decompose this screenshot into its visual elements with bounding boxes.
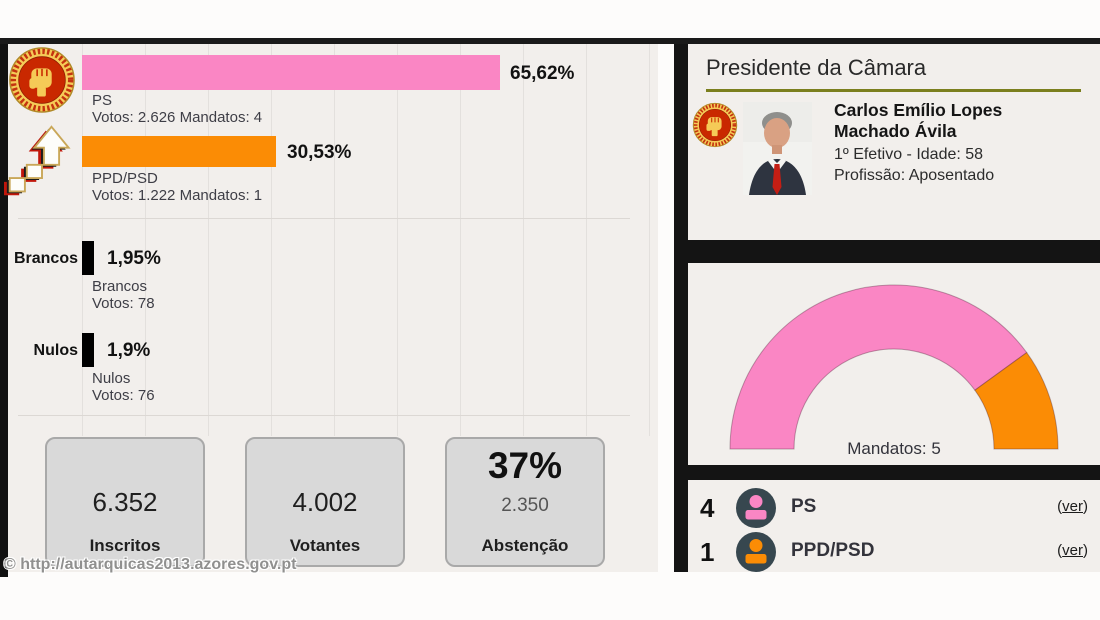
ps-person-icon [736,488,776,533]
bar-brancos [82,241,94,275]
ps-party-label: PS [791,496,817,517]
mandates-row-psd: 1 PPD/PSD (ver) [688,532,1100,572]
abstencao-count: 2.350 [501,495,549,516]
ps-seats-count: 4 [700,493,715,523]
psd-seats-count: 1 [700,537,715,567]
inscritos-value: 6.352 [92,487,158,517]
candidate-photo [743,102,812,200]
mandates-list: 4 PS (ver) 1 [688,480,1100,572]
president-card: Presidente da Câmara [688,44,1100,240]
abstencao-percent: 37% [487,445,563,486]
candidate-position-age: 1º Efetivo - Idade: 58 [834,146,984,163]
bar-nulos-percent: 1,9% [107,340,151,361]
psd-ver-link[interactable]: (ver) [1057,542,1088,559]
left-frame-bar [0,44,8,577]
bar-brancos-percent: 1,95% [107,248,161,269]
heading-underline [706,89,1081,92]
bar-ps [82,55,500,90]
abstencao-box: 37% 2.350 Abstenção [445,437,605,567]
mandates-chart-section: Mandatos: 5 [688,263,1100,465]
votantes-label: Votantes [289,536,361,555]
bar-ps-percent: 65,62% [510,63,575,84]
bar-psd-percent: 30,53% [287,142,352,163]
black-separator [688,240,1100,263]
inscritos-box: 6.352 Inscritos [45,437,205,567]
psd-party-label: PPD/PSD [791,540,875,561]
top-frame-line [0,38,1100,44]
bar-brancos-details: Brancos Votos: 78 [92,278,155,312]
bar-psd-details: PPD/PSD Votos: 1.222 Mandatos: 1 [92,170,263,204]
chart-gridlines [8,44,658,436]
axis-label-brancos: Brancos [13,250,78,267]
mandates-row-ps: 4 PS (ver) [688,488,1100,528]
inscritos-label: Inscritos [89,536,161,555]
psd-person-icon [736,532,776,577]
votantes-box: 4.002 Votantes [245,437,405,567]
ps-party-logo-small-icon [692,102,738,153]
source-watermark: © http://autarquicas2013.azores.gov.pt [4,556,297,573]
bar-nulos [82,333,94,367]
bar-ps-details: PS Votos: 2.626 Mandatos: 4 [92,92,263,126]
votantes-value: 4.002 [292,487,358,517]
section-separator [18,415,630,416]
mandates-caption: Mandatos: 5 [847,439,941,458]
candidate-profession: Profissão: Aposentado [834,167,995,184]
president-title: Presidente da Câmara [706,55,927,80]
ps-party-logo-icon [8,46,76,119]
section-separator [18,218,630,219]
bar-psd [82,136,276,167]
mandates-donut-svg [729,284,1059,450]
panel-divider [674,44,688,572]
black-separator [688,465,1100,480]
ps-ver-link[interactable]: (ver) [1057,498,1088,515]
axis-label-nulos: Nulos [33,342,78,359]
psd-party-logo-icon [4,122,80,205]
candidate-name: Carlos Emílio Lopes Machado Ávila [834,100,1003,141]
abstencao-label: Abstenção [481,536,569,555]
bar-nulos-details: Nulos Votos: 76 [92,370,155,404]
results-panel: 65,62% PS Votos: 2.626 Mandatos: 4 30,53… [4,44,658,572]
president-column: Presidente da Câmara [688,44,1100,572]
